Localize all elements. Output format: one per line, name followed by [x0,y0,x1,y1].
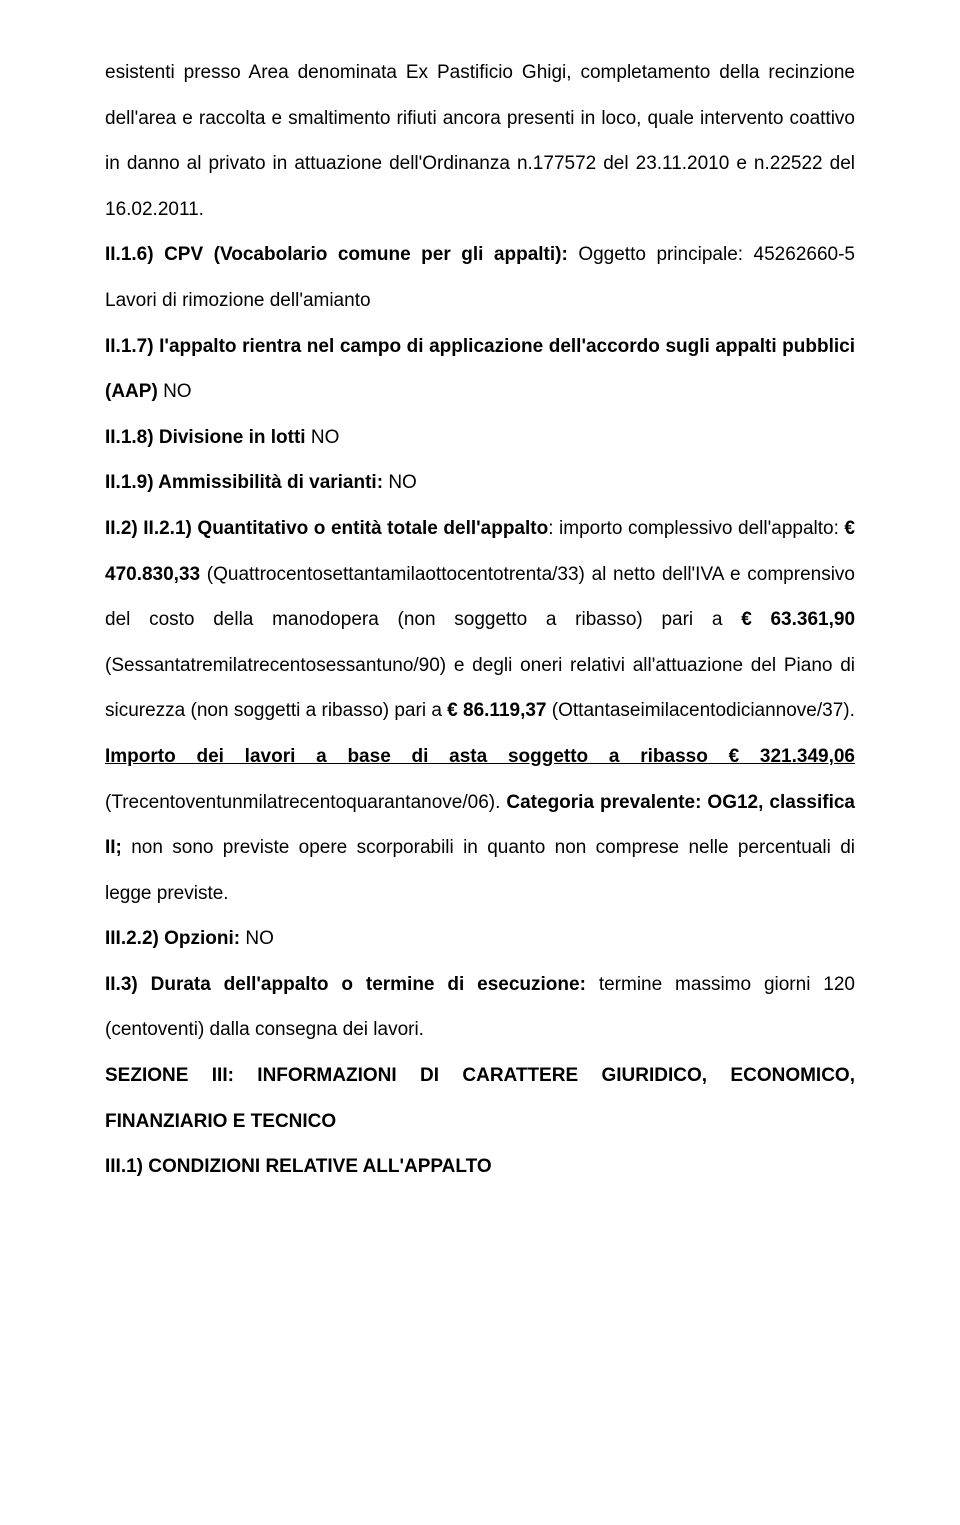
varianti-label: II.1.9) Ammissibilità di varianti: [105,472,388,493]
sezione3-text: SEZIONE III: INFORMAZIONI DI CARATTERE G… [105,1065,855,1132]
quant-text-d: (Ottantaseimilacentodiciannove/37). [547,700,855,721]
quant-amount2: € 63.361,90 [741,609,855,630]
quant-amount3: € 86.119,37 [447,700,546,721]
quant-text-a: : importo complessivo dell'appalto: [548,518,844,539]
paragraph-aap: II.1.7) I'appalto rientra nel campo di a… [105,324,855,415]
paragraph-quantitativo: II.2) II.2.1) Quantitativo o entità tota… [105,506,855,734]
paragraph-intro: esistenti presso Area denominata Ex Past… [105,50,855,232]
paragraph-cpv: II.1.6) CPV (Vocabolario comune per gli … [105,232,855,323]
paragraph-sezione3: SEZIONE III: INFORMAZIONI DI CARATTERE G… [105,1053,855,1144]
lotti-label: II.1.8) Divisione in lotti [105,427,311,448]
paragraph-durata: II.3) Durata dell'appalto o termine di e… [105,962,855,1053]
durata-label: II.3) Durata dell'appalto o termine di e… [105,974,599,995]
aap-label: II.1.7) I'appalto rientra nel campo di a… [105,336,855,403]
quant-label: II.2) II.2.1) Quantitativo o entità tota… [105,518,548,539]
paragraph-condizioni: III.1) CONDIZIONI RELATIVE ALL'APPALTO [105,1144,855,1190]
cpv-label: II.1.6) CPV (Vocabolario comune per gli … [105,244,578,265]
opzioni-label: III.2.2) Opzioni: [105,928,245,949]
opzioni-val: NO [245,928,274,949]
condizioni-text: III.1) CONDIZIONI RELATIVE ALL'APPALTO [105,1156,492,1177]
paragraph-varianti: II.1.9) Ammissibilità di varianti: NO [105,460,855,506]
document-page: esistenti presso Area denominata Ex Past… [0,0,960,1525]
importo-text-a: (Trecentoventunmilatrecentoquarantanove/… [105,792,506,813]
importo-underline: Importo dei lavori a base di asta sogget… [105,746,855,767]
aap-val: NO [163,381,192,402]
intro-text: esistenti presso Area denominata Ex Past… [105,62,855,220]
paragraph-opzioni: III.2.2) Opzioni: NO [105,916,855,962]
varianti-val: NO [388,472,417,493]
paragraph-importo: Importo dei lavori a base di asta sogget… [105,734,855,916]
paragraph-lotti: II.1.8) Divisione in lotti NO [105,415,855,461]
lotti-val: NO [311,427,340,448]
importo-text-b: non sono previste opere scorporabili in … [105,837,855,904]
